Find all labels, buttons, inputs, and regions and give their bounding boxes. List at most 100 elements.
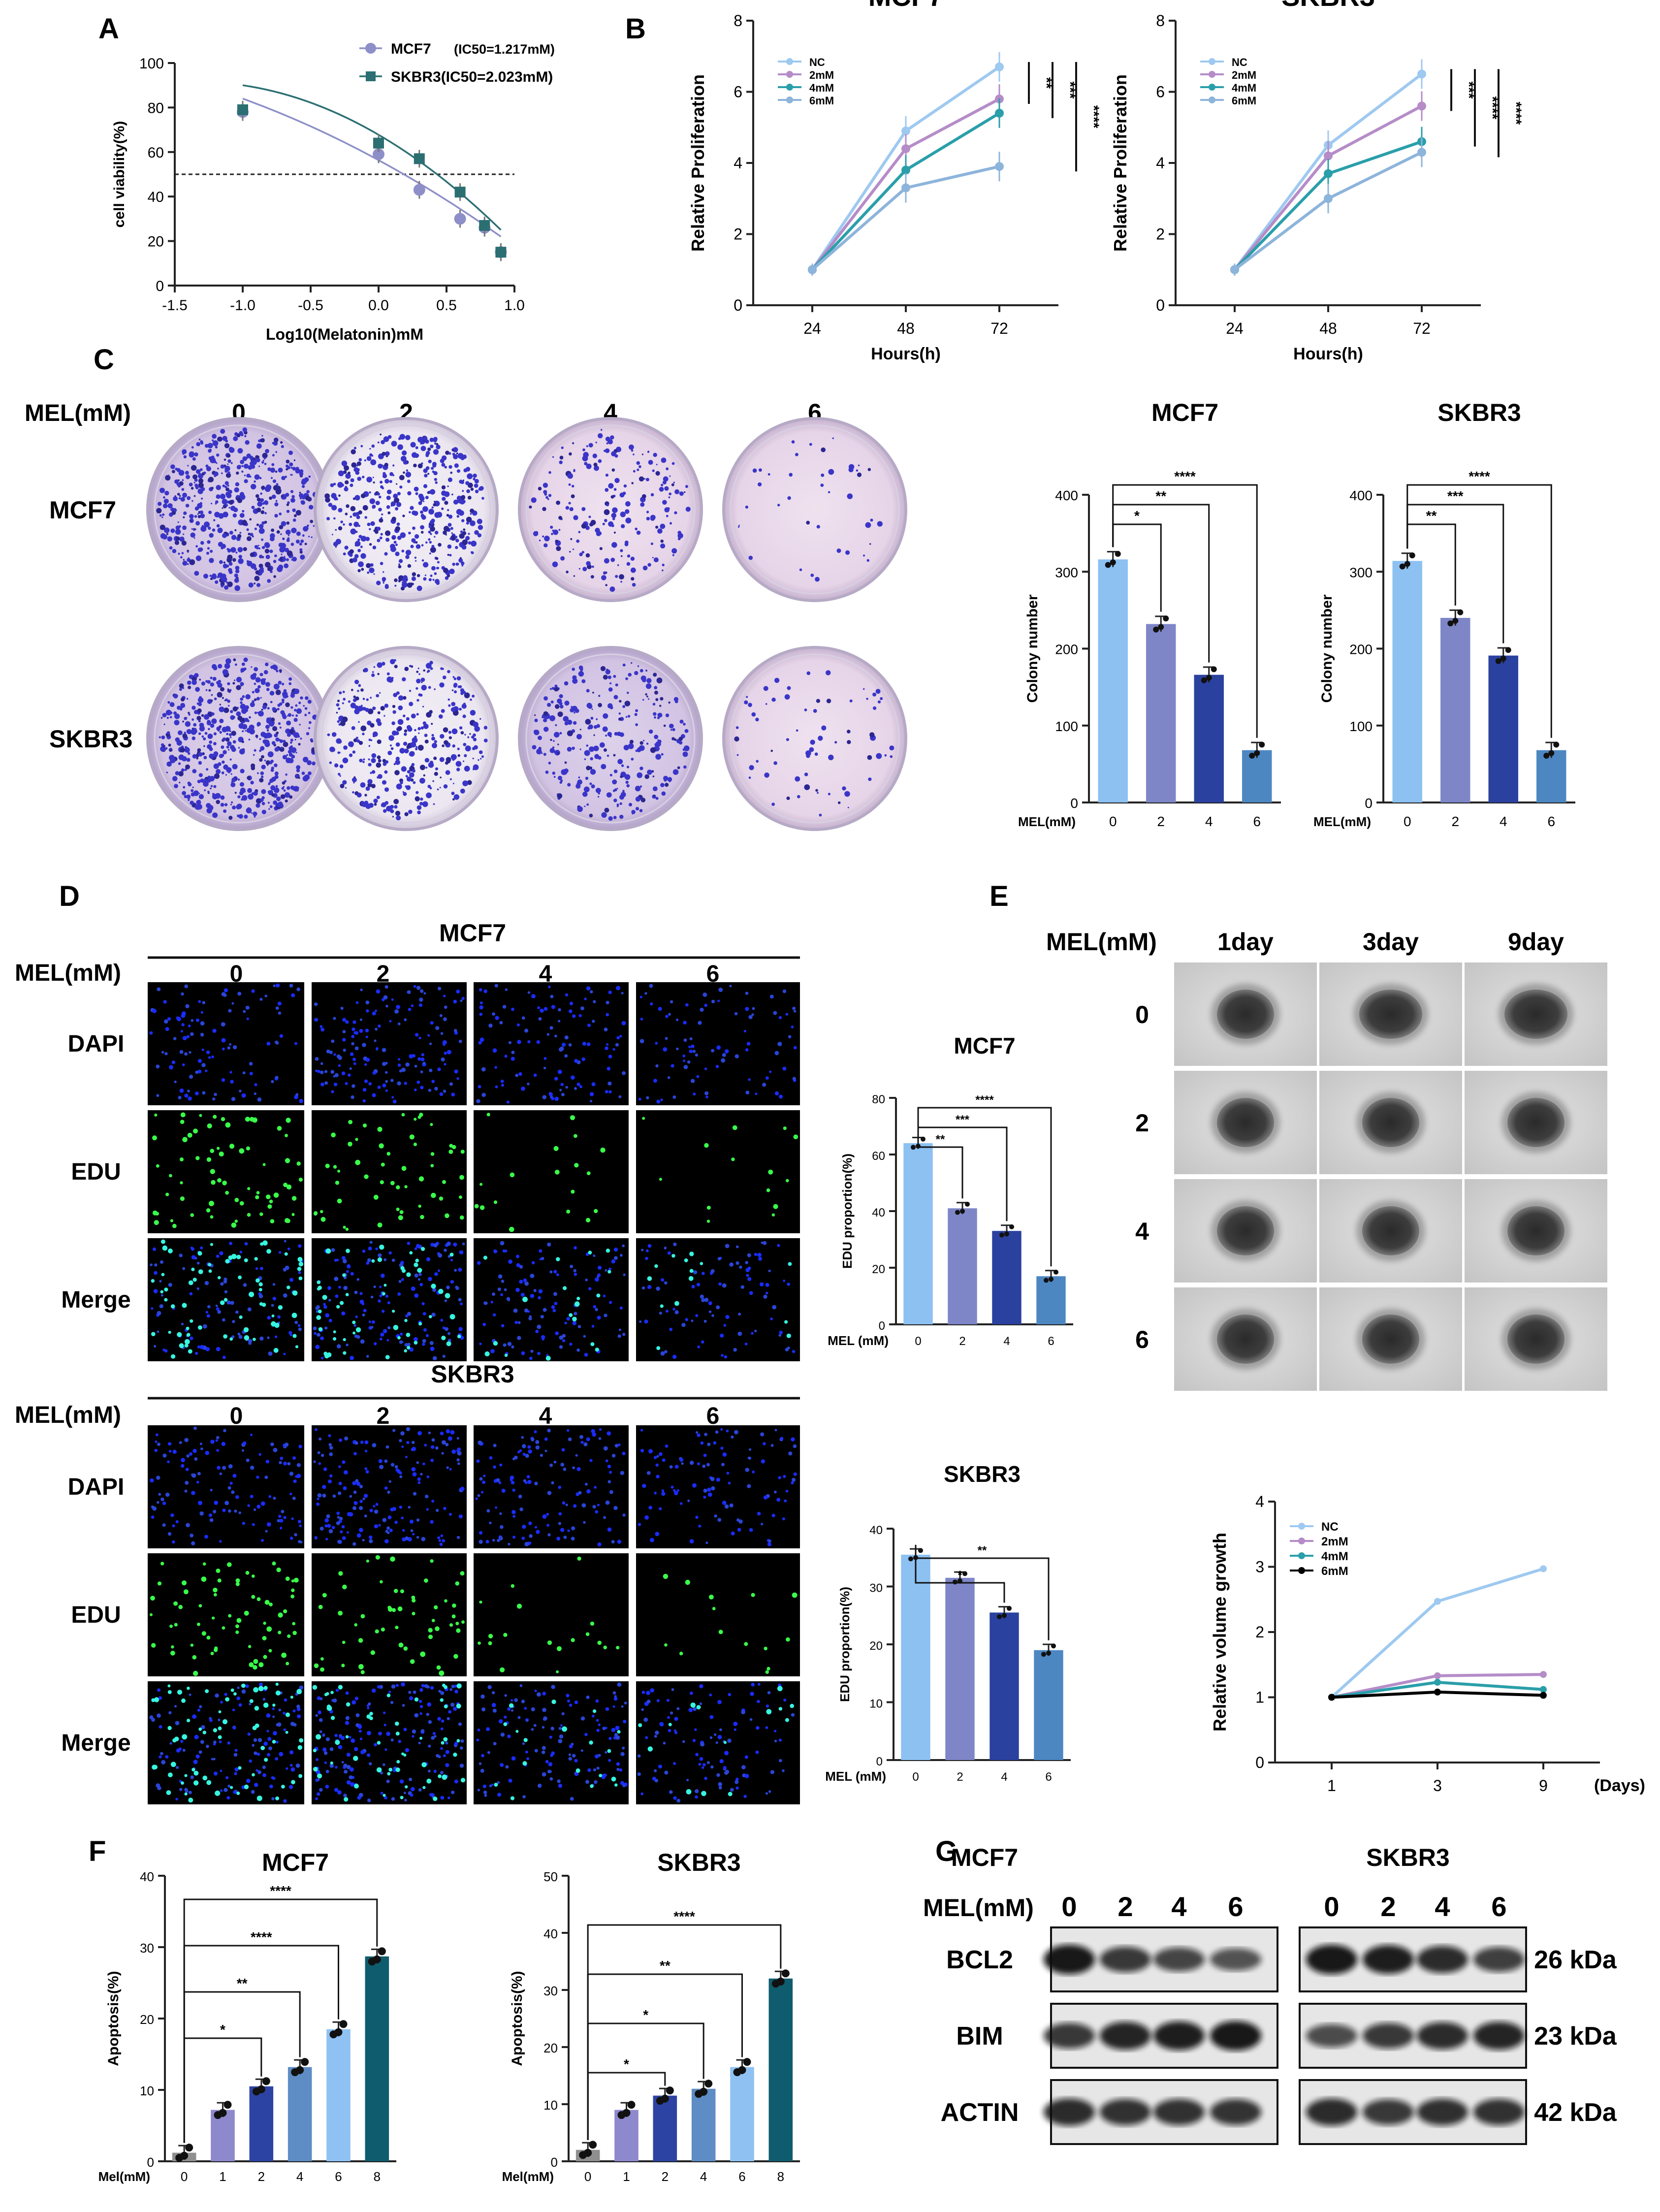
- colony-dot: [338, 471, 344, 477]
- colony-dot: [285, 773, 287, 776]
- nucleus-dot: [254, 1083, 257, 1086]
- colony-dot: [226, 565, 229, 568]
- colony-dot: [673, 481, 675, 483]
- edu-dot: [566, 1210, 570, 1214]
- nucleus-dot: [682, 1055, 685, 1058]
- nucleus-dot: [582, 1058, 585, 1061]
- colony-dot: [238, 465, 241, 468]
- nucleus-dot: [709, 1311, 712, 1314]
- edu-dot: [337, 1170, 340, 1173]
- nucleus-dot: [436, 1509, 439, 1512]
- colony-dot: [637, 531, 641, 535]
- edu-dot: [164, 1287, 168, 1291]
- nucleus-dot: [458, 1298, 462, 1301]
- colony-dot: [348, 472, 351, 475]
- colony-dot: [188, 557, 190, 559]
- nucleus-dot: [391, 998, 394, 1001]
- nucleus-dot: [294, 1321, 298, 1324]
- mel-label: MEL(mM): [25, 400, 131, 426]
- colony-dot: [259, 528, 265, 534]
- colony-dot: [200, 502, 202, 505]
- nucleus-dot: [232, 1474, 236, 1478]
- nucleus-dot: [427, 1475, 430, 1478]
- colony-dot: [411, 442, 416, 448]
- nucleus-dot: [556, 1273, 559, 1276]
- colony-dot: [592, 566, 594, 568]
- colony-dot: [213, 742, 217, 745]
- nucleus-dot: [385, 1530, 388, 1533]
- colony-dot: [283, 712, 285, 715]
- nucleus-dot: [543, 1514, 547, 1519]
- nucleus-dot: [360, 1441, 364, 1444]
- colony-dot: [429, 552, 431, 554]
- colony-dot: [596, 788, 601, 793]
- colony-dot: [234, 487, 239, 492]
- nucleus-dot: [386, 1445, 389, 1449]
- nucleus-dot: [351, 1095, 354, 1099]
- nucleus-dot: [416, 1081, 420, 1084]
- nucleus-dot: [353, 1452, 357, 1455]
- colony-dot: [178, 731, 183, 736]
- colony-dot: [192, 680, 197, 685]
- colony-dot: [413, 464, 417, 468]
- colony-dot: [362, 476, 364, 478]
- edu-dot: [259, 1213, 263, 1216]
- colony-dot: [418, 745, 424, 751]
- nucleus-dot: [611, 1540, 615, 1543]
- nucleus-dot: [498, 1287, 501, 1291]
- colony-dot: [234, 585, 240, 591]
- colony-dot: [282, 538, 285, 540]
- nucleus-dot: [479, 1477, 482, 1480]
- colony-dot: [286, 721, 291, 726]
- colony-dot: [612, 468, 615, 472]
- nucleus-dot: [664, 1247, 667, 1250]
- nucleus-dot: [574, 1269, 576, 1272]
- colony-dot: [275, 747, 279, 751]
- x-tick-label: 9: [1539, 1777, 1548, 1795]
- nucleus-dot: [360, 1340, 365, 1344]
- colony-dot: [311, 537, 313, 538]
- x-tick-label: -1.5: [162, 297, 188, 314]
- nucleus-dot: [684, 1038, 687, 1042]
- colony-dot: [256, 508, 261, 513]
- replicate-dot: [623, 2109, 631, 2117]
- x-tick-label: 2: [957, 1770, 963, 1784]
- colony-dot: [398, 437, 401, 440]
- colony-dot: [456, 761, 462, 767]
- colony-dot: [158, 502, 161, 506]
- edu-dot: [574, 1134, 577, 1138]
- colony-dot: [559, 460, 563, 464]
- colony-dot: [244, 435, 246, 437]
- nucleus-dot: [794, 1046, 797, 1050]
- colony-dot: [565, 762, 567, 764]
- colony-dot: [255, 494, 259, 498]
- colony-dot: [275, 471, 278, 473]
- colony-dot: [424, 474, 427, 477]
- colony-dot: [771, 802, 775, 806]
- nucleus-dot: [202, 1049, 204, 1051]
- y-tick-label: 400: [1055, 488, 1078, 503]
- colony-dot: [264, 670, 268, 674]
- nucleus-dot: [711, 1049, 714, 1053]
- nucleus-dot: [481, 1093, 486, 1097]
- x-tick-label: 4: [1500, 814, 1507, 829]
- colony-dot: [552, 746, 554, 748]
- colony-dot: [585, 777, 588, 780]
- colony-dot: [584, 805, 585, 807]
- nucleus-dot: [156, 1064, 160, 1068]
- colony-dot: [204, 714, 209, 720]
- colony-dot: [312, 762, 316, 766]
- colony-dot: [359, 741, 363, 745]
- nucleus-dot: [366, 1355, 369, 1358]
- colony-dot: [175, 529, 181, 535]
- edu-dot: [461, 1150, 465, 1154]
- edu-dot: [325, 1164, 330, 1168]
- nucleus-dot: [493, 1048, 497, 1053]
- colony-dot: [236, 685, 241, 690]
- colony-dot: [188, 799, 190, 801]
- colony-dot: [210, 776, 215, 781]
- colony-dot: [746, 696, 748, 698]
- nucleus-dot: [747, 1277, 751, 1281]
- replicate-dot: [1115, 551, 1121, 557]
- nucleus-dot: [529, 1534, 533, 1538]
